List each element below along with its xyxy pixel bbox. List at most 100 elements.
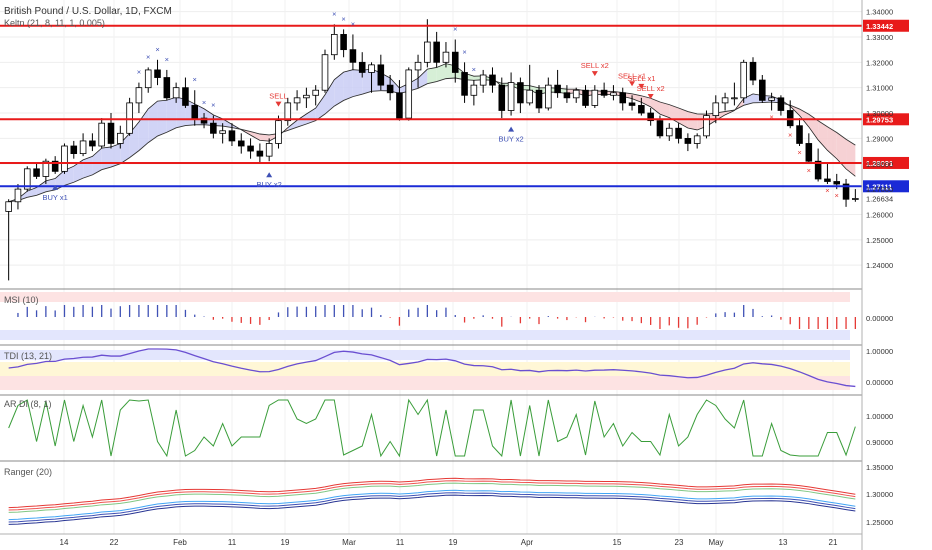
candle-body	[451, 51, 459, 73]
candle-body	[23, 168, 31, 190]
cloud-segment	[669, 104, 679, 123]
candle	[312, 85, 319, 106]
candle-body	[572, 89, 580, 99]
cloud-segment	[836, 132, 847, 169]
cross-marker-icon: ×	[825, 186, 829, 195]
candle-body	[219, 130, 226, 134]
cloud-segment	[101, 146, 111, 170]
candle-body	[424, 41, 431, 63]
cloud-segment	[827, 126, 837, 159]
time-tick-label: 19	[449, 538, 458, 547]
time-tick-label: Feb	[173, 538, 187, 547]
candle-body	[5, 201, 12, 212]
ranger-label: Ranger (20)	[4, 467, 52, 477]
candle-body	[144, 69, 152, 89]
cross-marker-icon: ×	[341, 14, 345, 23]
candle	[293, 90, 301, 111]
candle	[117, 125, 124, 149]
cloud-segment	[259, 134, 270, 142]
ranger-band-line	[8, 480, 856, 511]
cross-marker-icon: ×	[202, 98, 206, 107]
cross-marker-icon: ×	[797, 148, 801, 157]
cloud-segment	[799, 109, 809, 127]
price-axis[interactable]: 1.34000 1.33000 1.32000 1.31000 1.30000 1.290…	[861, 0, 893, 550]
cloud-segment	[687, 111, 698, 130]
cloud-segment	[678, 108, 688, 128]
candle	[349, 34, 357, 70]
price-tick-label: 1.26000	[866, 210, 893, 219]
indicator-tick-label: 0.00000	[866, 378, 893, 387]
candle-body	[777, 97, 785, 111]
price-tick-label: 1.30000	[866, 109, 893, 118]
candle-body	[386, 84, 394, 94]
candle	[675, 123, 682, 144]
candle	[489, 67, 496, 93]
horizontal-levels[interactable]: 1.33442 1.29753 1.28031 1.27111 1.26634	[0, 19, 909, 204]
keltner-fast-line	[8, 63, 856, 203]
candle	[572, 87, 580, 103]
tdi-label: TDI (13, 21)	[4, 351, 52, 361]
candle	[358, 52, 366, 78]
candle	[126, 97, 133, 136]
candle-body	[275, 120, 282, 144]
candle-body	[554, 84, 561, 94]
candle-body	[358, 61, 366, 73]
candle	[442, 42, 450, 68]
candle-body	[442, 51, 450, 63]
candle-body	[265, 143, 273, 157]
candle-body	[117, 132, 124, 144]
price-tick-label: 1.24000	[866, 261, 893, 270]
candle	[703, 110, 710, 139]
cross-marker-icon: ×	[165, 55, 169, 64]
candle-body	[805, 143, 813, 162]
candle-body	[731, 97, 738, 100]
candle	[340, 29, 347, 58]
candle	[182, 77, 189, 108]
time-axis[interactable]: 14 22 Feb 11 19 Mar 11 19 Apr 15 23 May 13 21	[0, 533, 862, 547]
ardi-label: AR DI (8, 1)	[4, 399, 52, 409]
candle	[740, 59, 747, 103]
candle-body	[14, 188, 22, 203]
cross-marker-icon: ×	[462, 47, 466, 56]
msi-label: MSI (10)	[4, 295, 39, 305]
ranger-band-line	[8, 492, 856, 523]
candle-body	[368, 64, 375, 73]
candle-body	[433, 41, 440, 63]
candle	[89, 133, 96, 152]
candle-body	[656, 120, 664, 137]
candle	[647, 107, 654, 126]
cross-marker-icon: ×	[835, 191, 839, 200]
candle-body	[479, 74, 487, 86]
candle-body	[740, 61, 747, 99]
cloud-segment	[111, 143, 121, 168]
cloud-segment	[418, 69, 428, 89]
candle-body	[675, 127, 682, 139]
candle	[628, 95, 636, 111]
buy-arrow-icon	[508, 126, 515, 132]
tdi-lower-zone	[0, 376, 850, 390]
candle	[814, 148, 822, 182]
indicator-panes: 0.00000 1.00000 0.00000 1.00000 0.90000 1.350…	[0, 288, 893, 527]
candle-body	[842, 183, 850, 200]
candle-body	[712, 102, 720, 116]
indicator-tick-label: 1.00000	[866, 412, 893, 421]
candle-body	[517, 82, 524, 104]
tdi-line	[8, 348, 856, 388]
candle	[219, 123, 226, 144]
candle-body	[610, 92, 617, 96]
cloud-segment	[325, 79, 335, 115]
chart-title: British Pound / U.S. Dollar, 1D, FXCM	[4, 6, 172, 17]
cloud-segment	[166, 97, 177, 133]
cloud-segment	[334, 72, 344, 107]
cross-marker-icon: ×	[769, 113, 773, 122]
candle-body	[135, 87, 143, 104]
candle-body	[237, 140, 245, 147]
candle	[535, 85, 543, 114]
candle	[33, 163, 40, 179]
candle	[721, 92, 729, 111]
price-tick-label: 1.33000	[866, 33, 893, 42]
candle-body	[247, 145, 254, 152]
tdi-upper-zone	[0, 350, 850, 360]
cloud-segment	[659, 102, 670, 118]
